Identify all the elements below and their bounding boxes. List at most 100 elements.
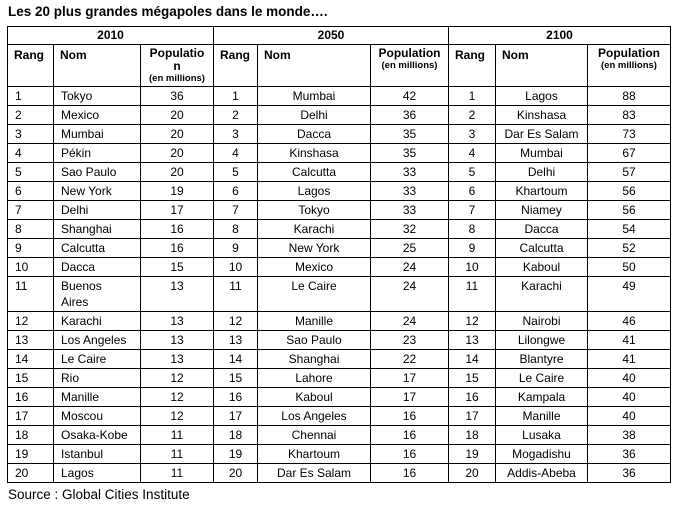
rank-cell: 16 bbox=[448, 387, 496, 407]
population-cell: 16 bbox=[370, 406, 449, 426]
population-cell: 36 bbox=[140, 86, 214, 106]
population-cell: 16 bbox=[370, 425, 449, 445]
name-cell: Lagos bbox=[257, 181, 371, 201]
table-row: 7 Delhi 17 7 Tokyo 33 7 Niamey 56 bbox=[7, 200, 671, 220]
name-cell: Shanghai bbox=[257, 349, 371, 369]
population-cell: 25 bbox=[370, 238, 449, 258]
population-cell: 36 bbox=[370, 105, 449, 125]
name-cell: Shanghai bbox=[53, 219, 141, 239]
table-body: 1 Tokyo 36 1 Mumbai 42 1 Lagos 88 2 Mexico 20 2 Delhi… bbox=[7, 86, 671, 483]
page-title: Les 20 plus grandes mégapoles dans le mo… bbox=[8, 4, 328, 19]
name-cell: Khartoum bbox=[257, 444, 371, 464]
name-cell: Manille bbox=[53, 387, 141, 407]
name-cell: Karachi bbox=[257, 219, 371, 239]
rank-column-header: Rang bbox=[7, 44, 54, 87]
rank-cell: 4 bbox=[7, 143, 54, 163]
rank-cell: 10 bbox=[7, 257, 54, 277]
table-row: 11 Buenos Aires 13 11 Le Caire 24 11 Karachi 49 bbox=[7, 276, 671, 312]
rank-cell: 13 bbox=[7, 330, 54, 350]
rank-cell: 7 bbox=[213, 200, 258, 220]
name-cell: Kinshasa bbox=[257, 143, 371, 163]
population-cell: 17 bbox=[370, 368, 449, 388]
population-cell: 20 bbox=[140, 162, 214, 182]
table-row: 14 Le Caire 13 14 Shanghai 22 14 Blantyre 41 bbox=[7, 349, 671, 369]
rank-cell: 19 bbox=[7, 444, 54, 464]
population-cell: 40 bbox=[587, 406, 671, 426]
population-cell: 42 bbox=[370, 86, 449, 106]
name-cell: Lahore bbox=[257, 368, 371, 388]
rank-column-header: Rang bbox=[213, 44, 258, 87]
name-cell: Karachi bbox=[495, 276, 588, 312]
table-row: 13 Los Angeles 13 13 Sao Paulo 23 13 Lilongwe 41 bbox=[7, 330, 671, 350]
population-cell: 24 bbox=[370, 276, 449, 312]
rank-cell: 3 bbox=[213, 124, 258, 144]
name-cell: Manille bbox=[257, 311, 371, 331]
rank-cell: 18 bbox=[7, 425, 54, 445]
name-cell: Delhi bbox=[53, 200, 141, 220]
name-cell: Tokyo bbox=[53, 86, 141, 106]
population-cell: 11 bbox=[140, 444, 214, 464]
rank-cell: 17 bbox=[448, 406, 496, 426]
table-row: 15 Rio 12 15 Lahore 17 15 Le Caire 40 bbox=[7, 368, 671, 388]
population-cell: 40 bbox=[587, 368, 671, 388]
population-cell: 33 bbox=[370, 162, 449, 182]
population-cell: 32 bbox=[370, 219, 449, 239]
name-cell: Dar Es Salam bbox=[257, 463, 371, 483]
population-cell: 11 bbox=[140, 463, 214, 483]
name-cell: Osaka-Kobe bbox=[53, 425, 141, 445]
rank-cell: 8 bbox=[213, 219, 258, 239]
rank-cell: 5 bbox=[213, 162, 258, 182]
rank-cell: 6 bbox=[7, 181, 54, 201]
rank-cell: 4 bbox=[213, 143, 258, 163]
population-cell: 11 bbox=[140, 425, 214, 445]
rank-cell: 6 bbox=[213, 181, 258, 201]
name-cell: Istanbul bbox=[53, 444, 141, 464]
rank-cell: 9 bbox=[213, 238, 258, 258]
population-cell: 40 bbox=[587, 387, 671, 407]
population-cell: 49 bbox=[587, 276, 671, 312]
rank-cell: 8 bbox=[448, 219, 496, 239]
name-cell: Dacca bbox=[257, 124, 371, 144]
table-row: 19 Istanbul 11 19 Khartoum 16 19 Mogadishu 36 bbox=[7, 444, 671, 464]
table-row: 8 Shanghai 16 8 Karachi 32 8 Dacca 54 bbox=[7, 219, 671, 239]
table-row: 16 Manille 12 16 Kaboul 17 16 Kampala 40 bbox=[7, 387, 671, 407]
name-cell: Calcutta bbox=[53, 238, 141, 258]
rank-cell: 3 bbox=[7, 124, 54, 144]
name-cell: Delhi bbox=[257, 105, 371, 125]
population-cell: 16 bbox=[140, 238, 214, 258]
name-cell: Kaboul bbox=[257, 387, 371, 407]
name-cell: Chennai bbox=[257, 425, 371, 445]
rank-cell: 14 bbox=[213, 349, 258, 369]
name-cell: Lagos bbox=[495, 86, 588, 106]
rank-cell: 6 bbox=[448, 181, 496, 201]
rank-cell: 15 bbox=[213, 368, 258, 388]
name-cell: New York bbox=[257, 238, 371, 258]
population-header-unit: (en millions) bbox=[381, 60, 438, 71]
table-row: 5 Sao Paulo 20 5 Calcutta 33 5 Delhi 57 bbox=[7, 162, 671, 182]
population-cell: 12 bbox=[140, 387, 214, 407]
name-cell: Moscou bbox=[53, 406, 141, 426]
table-row: 12 Karachi 13 12 Manille 24 12 Nairobi 46 bbox=[7, 311, 671, 331]
table-row: 6 New York 19 6 Lagos 33 6 Khartoum 56 bbox=[7, 181, 671, 201]
population-cell: 56 bbox=[587, 200, 671, 220]
name-cell: Lagos bbox=[53, 463, 141, 483]
rank-cell: 1 bbox=[7, 86, 54, 106]
population-cell: 13 bbox=[140, 311, 214, 331]
population-cell: 12 bbox=[140, 368, 214, 388]
population-cell: 35 bbox=[370, 124, 449, 144]
name-cell: Tokyo bbox=[257, 200, 371, 220]
name-cell: Lilongwe bbox=[495, 330, 588, 350]
population-cell: 38 bbox=[587, 425, 671, 445]
name-cell: Manille bbox=[495, 406, 588, 426]
population-cell: 33 bbox=[370, 181, 449, 201]
population-cell: 36 bbox=[587, 463, 671, 483]
name-cell: Sao Paulo bbox=[257, 330, 371, 350]
population-cell: 57 bbox=[587, 162, 671, 182]
population-cell: 46 bbox=[587, 311, 671, 331]
name-cell: Pékin bbox=[53, 143, 141, 163]
population-column-header: Population (en millions) bbox=[587, 44, 671, 87]
rank-cell: 11 bbox=[7, 276, 54, 312]
name-cell: Karachi bbox=[53, 311, 141, 331]
population-cell: 20 bbox=[140, 105, 214, 125]
name-column-header: Nom bbox=[495, 44, 588, 87]
